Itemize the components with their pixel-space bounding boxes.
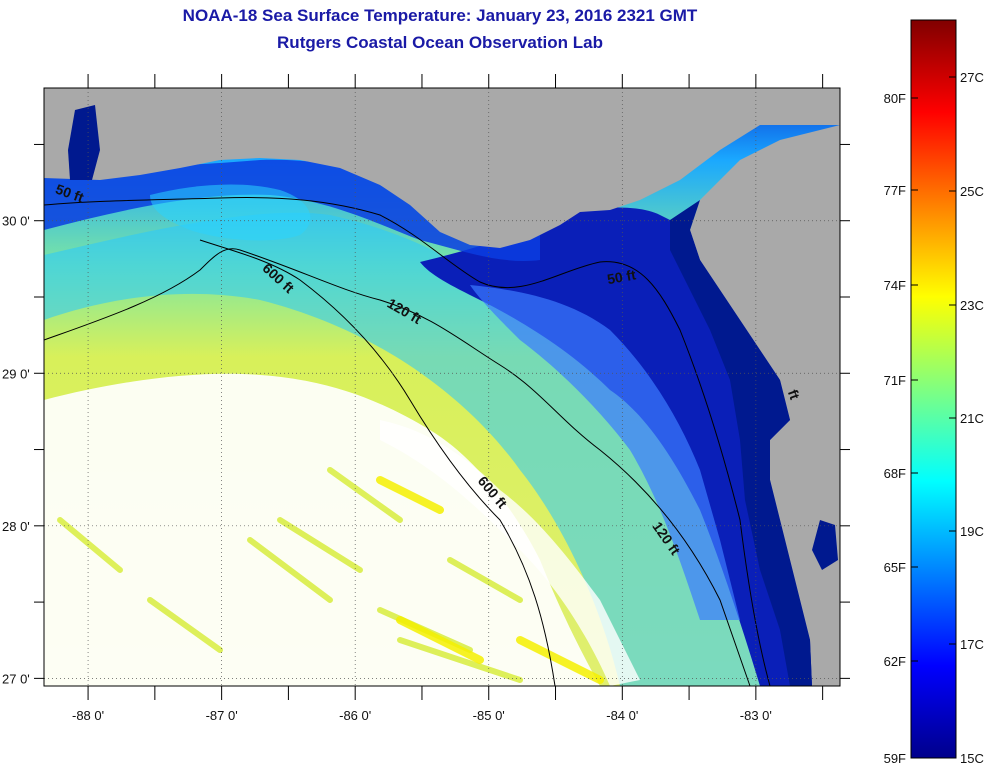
lat-tick-label: 28 0' [2,519,30,534]
colorbar-f-label: 65F [884,560,906,575]
land-north [44,88,840,248]
depth-contours [44,197,771,686]
colorbar-f-label: 77F [884,183,906,198]
depth-label: 50 ft [606,266,637,287]
contour-600ft [199,239,556,686]
lon-tick-label: -86 0' [339,708,371,723]
land-florida [690,125,840,686]
lat-tick-label: 29 0' [2,366,30,381]
lon-tick-label: -87 0' [206,708,238,723]
colorbar-f-label: 62F [884,654,906,669]
colorbar-c-label: 17C [960,637,984,652]
cloud-mask [44,373,600,686]
colorbar-labels: 80F 77F 74F 71F 68F 65F 62F 59F 27C 25C 23C 21C 19C 1… [884,70,984,766]
transition-water [470,285,740,620]
lon-tick-label: -85 0' [473,708,505,723]
colorbar-ticks [911,76,956,662]
colorbar-f-label: 74F [884,278,906,293]
mid-shelf-band [44,212,840,686]
florida-nearshore-water [670,200,812,686]
map-title: NOAA-18 Sea Surface Temperature: January… [182,6,698,25]
colorbar-f-label: 71F [884,373,906,388]
lon-tick-label: -88 0' [72,708,104,723]
lat-lon-grid [44,88,840,686]
map-subtitle: Rutgers Coastal Ocean Observation Lab [277,33,603,52]
axis-labels: -88 0' -87 0' -86 0' -85 0' -84 0' -83 0' 30 0… [2,214,772,723]
warm-streaks [57,467,523,683]
contour-50ft [44,197,771,686]
mobile-bay [68,105,100,180]
map-frame [43,87,841,687]
temperature-colorbar [910,19,957,759]
colorbar-c-label: 23C [960,298,984,313]
contour-120ft [44,248,751,686]
warm-streaks-yellow [376,476,604,684]
colorbar-c-label: 25C [960,184,984,199]
colorbar-f-label: 80F [884,91,906,106]
colorbar-c-label: 27C [960,70,984,85]
colorbar-c-label: 19C [960,524,984,539]
nearshore-cold-water [44,159,540,261]
colorbar-f-label: 59F [884,751,906,766]
axis-ticks [34,74,850,700]
tampa-bay [812,520,838,570]
lat-tick-label: 30 0' [2,214,30,229]
colorbar-c-label: 15C [960,751,984,766]
colorbar-c-label: 21C [960,411,984,426]
cloud-mask-east [380,420,640,686]
lon-tick-label: -84 0' [606,708,638,723]
lon-tick-label: -83 0' [740,708,772,723]
lat-tick-label: 27 0' [2,671,30,686]
colorbar-f-label: 68F [884,466,906,481]
